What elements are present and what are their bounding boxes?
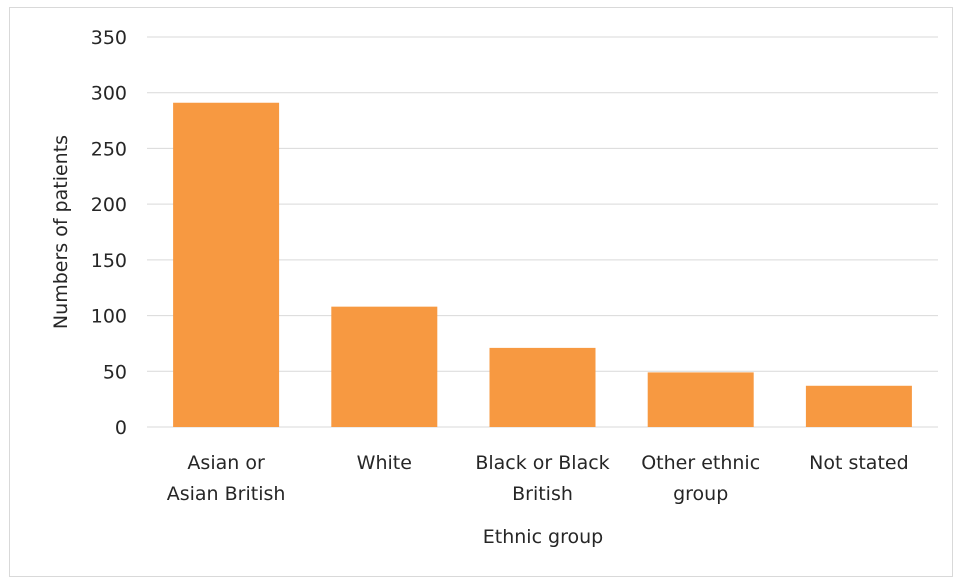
x-tick-label: Asian or Asian British: [167, 452, 286, 505]
x-tick-label-line: Other ethnic: [641, 452, 760, 474]
x-tick-label-line: Black or Black: [475, 452, 609, 474]
bar: [331, 306, 438, 427]
y-tick-label: 300: [91, 83, 127, 105]
bars: [173, 102, 912, 427]
bar: [647, 372, 754, 427]
x-tick-label-line: Asian British: [167, 483, 286, 505]
x-tick-label: Other ethnic group: [641, 452, 760, 505]
y-tick-label: 100: [91, 306, 127, 328]
bar: [489, 347, 596, 427]
x-tick-label: Black or Black British: [475, 452, 609, 505]
x-tick-label: White: [357, 452, 412, 474]
x-axis-ticks: Asian or Asian British White Black or Black…: [167, 452, 909, 505]
chart-frame: [9, 7, 953, 577]
x-tick-label: Not stated: [809, 452, 909, 474]
x-tick-label-line: Asian or: [187, 452, 265, 474]
bar: [173, 102, 280, 427]
x-tick-label-line: Not stated: [809, 452, 909, 474]
x-tick-label-line: group: [673, 483, 728, 505]
y-tick-label: 250: [91, 138, 127, 160]
y-tick-label: 350: [91, 27, 127, 49]
y-axis-ticks: 0 50 100 150 200 250 300 350: [91, 27, 127, 439]
y-tick-label: 150: [91, 250, 127, 272]
y-tick-label: 50: [103, 361, 127, 383]
x-tick-label-line: White: [357, 452, 412, 474]
bar: [805, 385, 912, 427]
y-tick-label: 200: [91, 194, 127, 216]
x-axis-title: Ethnic group: [483, 526, 604, 548]
y-axis-title: Numbers of patients: [50, 135, 72, 329]
y-tick-label: 0: [115, 417, 127, 439]
x-tick-label-line: British: [512, 483, 573, 505]
